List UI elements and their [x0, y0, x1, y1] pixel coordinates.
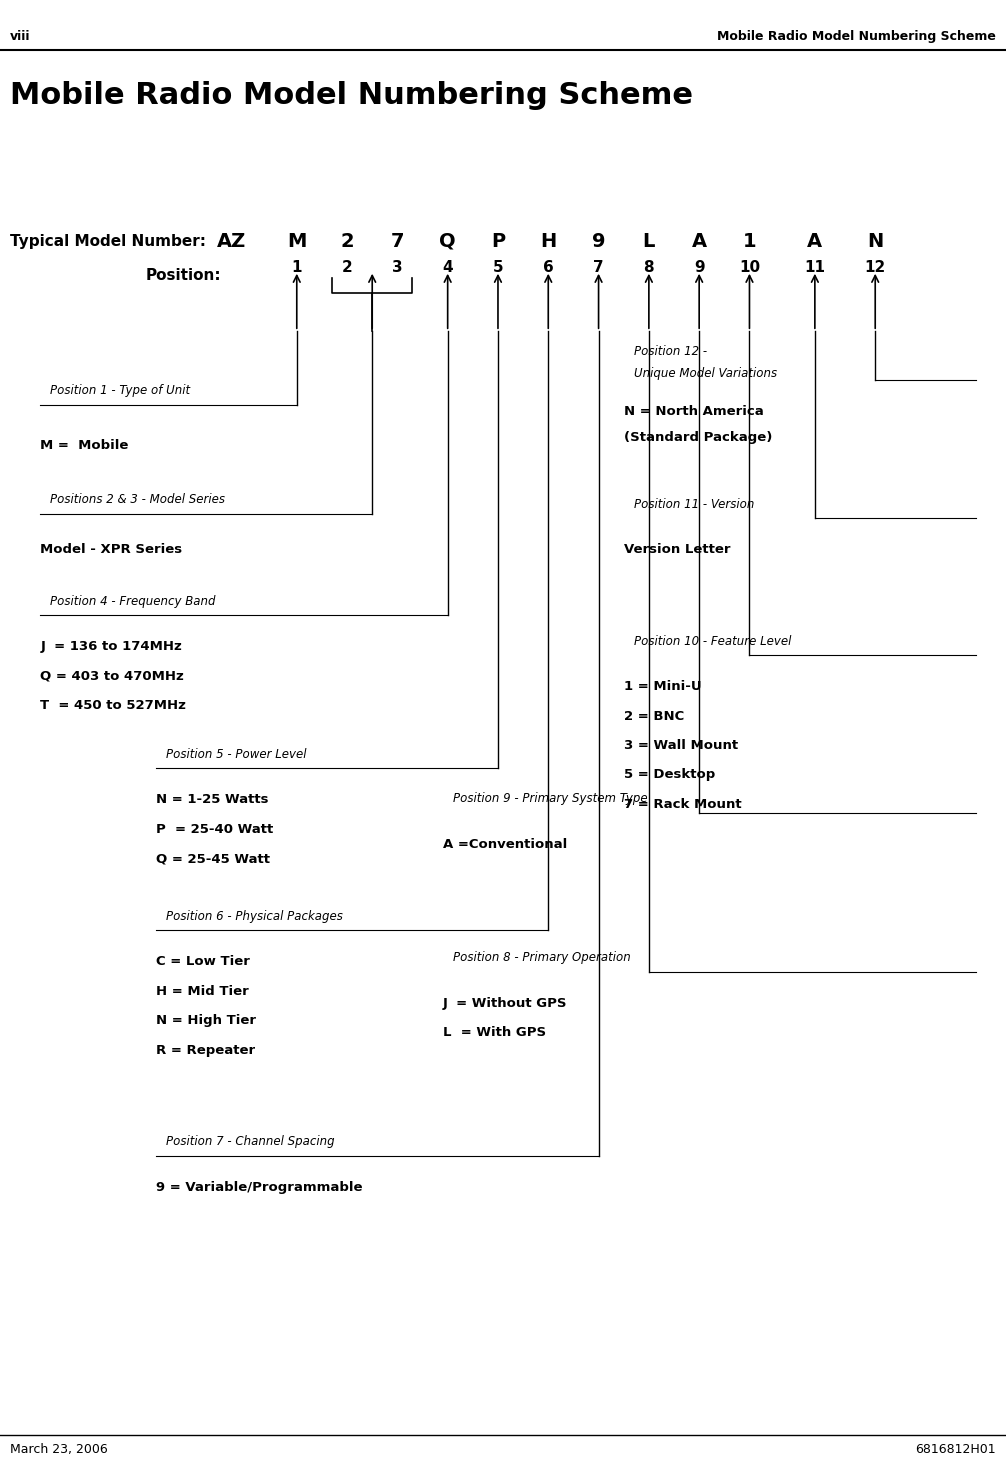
Text: Positions 2 & 3 - Model Series: Positions 2 & 3 - Model Series — [50, 493, 225, 506]
Text: Q = 25-45 Watt: Q = 25-45 Watt — [156, 852, 270, 866]
Text: Position 6 - Physical Packages: Position 6 - Physical Packages — [166, 910, 343, 923]
Text: M =  Mobile: M = Mobile — [40, 439, 129, 452]
Text: N: N — [867, 233, 883, 250]
Text: 3 = Wall Mount: 3 = Wall Mount — [624, 739, 737, 752]
Text: 2 = BNC: 2 = BNC — [624, 710, 684, 723]
Text: Position 7 - Channel Spacing: Position 7 - Channel Spacing — [166, 1135, 335, 1148]
Text: 3: 3 — [392, 261, 402, 275]
Text: Unique Model Variations: Unique Model Variations — [634, 367, 777, 380]
Text: 5: 5 — [493, 261, 503, 275]
Text: 1: 1 — [292, 261, 302, 275]
Text: 8: 8 — [644, 261, 654, 275]
Text: Model - XPR Series: Model - XPR Series — [40, 543, 182, 556]
Text: viii: viii — [10, 31, 30, 43]
Text: 10: 10 — [739, 261, 760, 275]
Text: AZ: AZ — [216, 233, 246, 250]
Text: (Standard Package): (Standard Package) — [624, 431, 772, 445]
Text: T  = 450 to 527MHz: T = 450 to 527MHz — [40, 699, 186, 712]
Text: 9: 9 — [694, 261, 704, 275]
Text: J  = Without GPS: J = Without GPS — [443, 997, 567, 1010]
Text: A =Conventional: A =Conventional — [443, 838, 567, 851]
Text: 12: 12 — [864, 261, 886, 275]
Text: P: P — [491, 233, 505, 250]
Text: H = Mid Tier: H = Mid Tier — [156, 985, 248, 998]
Text: Mobile Radio Model Numbering Scheme: Mobile Radio Model Numbering Scheme — [10, 81, 693, 110]
Text: 9 = Variable/Programmable: 9 = Variable/Programmable — [156, 1181, 362, 1194]
Text: N = 1-25 Watts: N = 1-25 Watts — [156, 793, 269, 807]
Text: 9: 9 — [592, 233, 606, 250]
Text: 6816812H01: 6816812H01 — [915, 1444, 996, 1456]
Text: H: H — [540, 233, 556, 250]
Text: 2: 2 — [340, 233, 354, 250]
Text: L  = With GPS: L = With GPS — [443, 1026, 546, 1039]
Text: Position 4 - Frequency Band: Position 4 - Frequency Band — [50, 595, 216, 608]
Text: R = Repeater: R = Repeater — [156, 1044, 256, 1057]
Text: Position 8 - Primary Operation: Position 8 - Primary Operation — [453, 951, 631, 964]
Text: Position 1 - Type of Unit: Position 1 - Type of Unit — [50, 384, 190, 397]
Text: Q: Q — [440, 233, 456, 250]
Text: M: M — [287, 233, 307, 250]
Text: C = Low Tier: C = Low Tier — [156, 955, 249, 969]
Text: Position 5 - Power Level: Position 5 - Power Level — [166, 748, 307, 761]
Text: 5 = Desktop: 5 = Desktop — [624, 768, 715, 782]
Text: Typical Model Number:: Typical Model Number: — [10, 234, 206, 249]
Text: 7: 7 — [390, 233, 404, 250]
Text: Version Letter: Version Letter — [624, 543, 730, 556]
Text: Position 9 - Primary System Type: Position 9 - Primary System Type — [453, 792, 647, 805]
Text: Q = 403 to 470MHz: Q = 403 to 470MHz — [40, 670, 184, 683]
Text: Position 10 - Feature Level: Position 10 - Feature Level — [634, 634, 791, 648]
Text: A: A — [691, 233, 707, 250]
Text: P  = 25-40 Watt: P = 25-40 Watt — [156, 823, 274, 836]
Text: 11: 11 — [805, 261, 825, 275]
Text: 2: 2 — [342, 261, 352, 275]
Text: 6: 6 — [543, 261, 553, 275]
Text: Position:: Position: — [146, 268, 221, 283]
Text: Mobile Radio Model Numbering Scheme: Mobile Radio Model Numbering Scheme — [717, 31, 996, 43]
Text: 1 = Mini-U: 1 = Mini-U — [624, 680, 701, 693]
Text: Position 11 - Version: Position 11 - Version — [634, 498, 754, 511]
Text: 1: 1 — [742, 233, 757, 250]
Text: A: A — [807, 233, 823, 250]
Text: N = North America: N = North America — [624, 405, 764, 418]
Text: J  = 136 to 174MHz: J = 136 to 174MHz — [40, 640, 182, 654]
Text: N = High Tier: N = High Tier — [156, 1014, 256, 1027]
Text: Position 12 -: Position 12 - — [634, 344, 707, 358]
Text: L: L — [643, 233, 655, 250]
Text: 7 = Rack Mount: 7 = Rack Mount — [624, 798, 741, 811]
Text: 4: 4 — [443, 261, 453, 275]
Text: 7: 7 — [594, 261, 604, 275]
Text: March 23, 2006: March 23, 2006 — [10, 1444, 108, 1456]
